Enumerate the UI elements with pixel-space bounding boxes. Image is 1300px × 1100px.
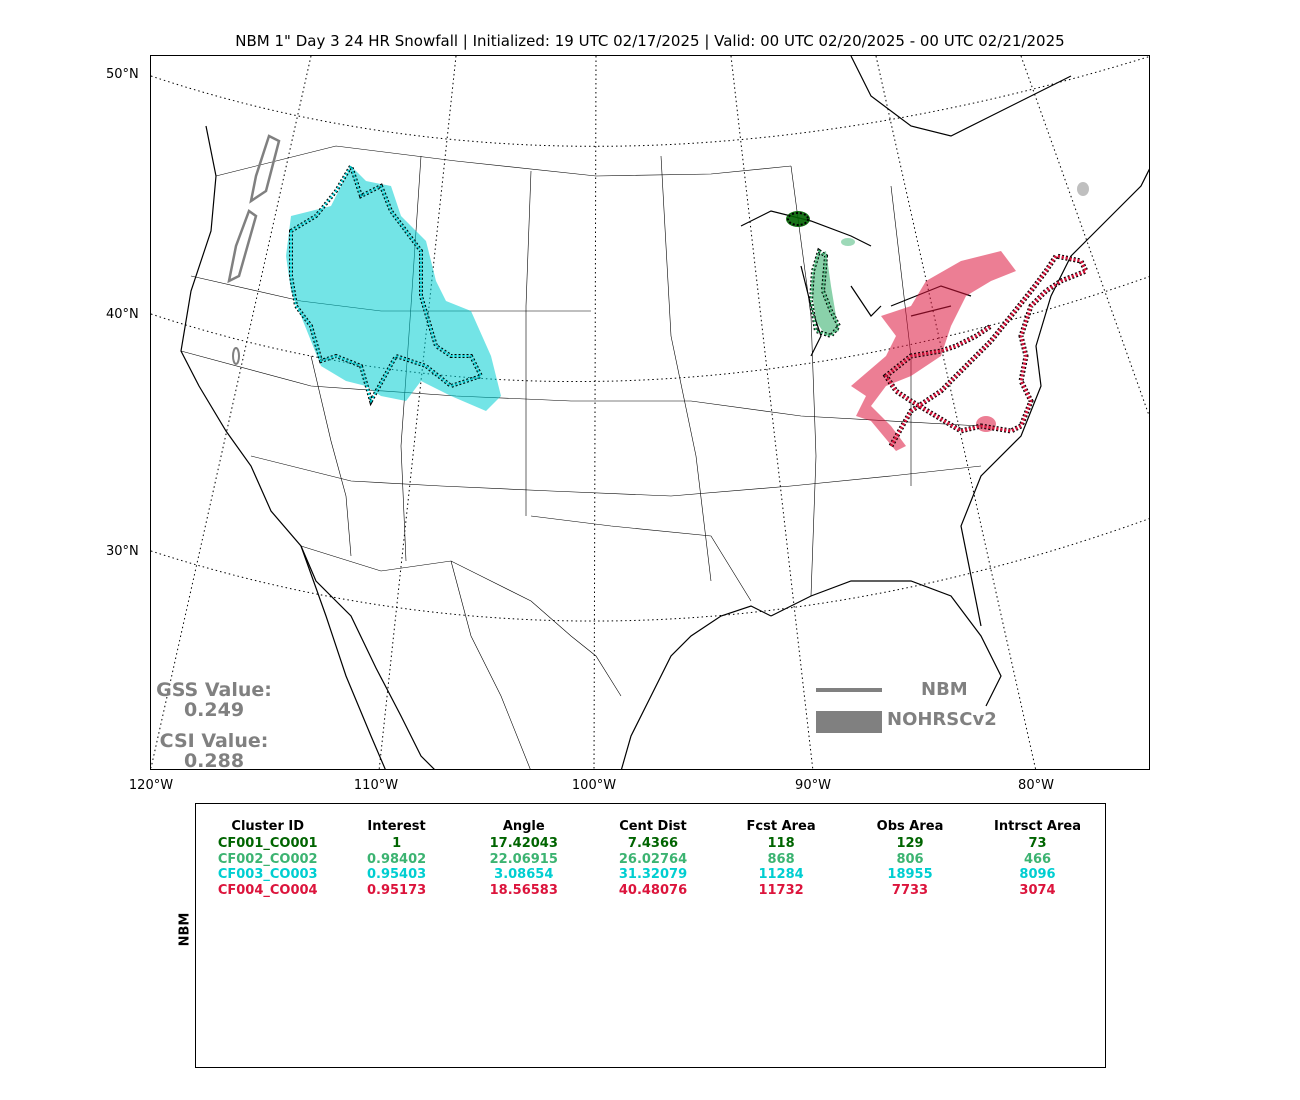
lon-line-110 [378, 56, 457, 769]
lat-line-40 [151, 276, 1149, 383]
cluster-cf001-forecast [787, 212, 809, 226]
cluster-cf003-group [286, 161, 501, 411]
gray-observed-blob [1077, 182, 1089, 196]
table-row: CF003_CO003 0.95403 3.08654 31.32079 11284 18… [196, 867, 1105, 883]
cluster-stats-table: Cluster ID Interest Angle Cent Dist Fcst… [196, 816, 1105, 898]
lat-label-40: 40°N [106, 307, 139, 322]
west-coast [180, 125, 435, 769]
cell-interest: 0.95403 [366, 867, 427, 883]
cell-intrsct-area: 73 [1028, 836, 1047, 852]
csi-label: CSI Value: [159, 730, 269, 752]
table-row: CF002_CO002 0.98402 22.06915 26.02764 868 806… [196, 852, 1105, 868]
mexico-borders [300, 545, 622, 769]
cluster-cf001-group [786, 211, 810, 227]
table-header-row: Cluster ID Interest Angle Cent Dist Fcst… [196, 816, 1105, 836]
gulf-coast [620, 605, 772, 769]
header-interest: Interest [367, 818, 426, 834]
cell-obs-area: 129 [896, 836, 924, 852]
lon-line-100 [593, 56, 597, 769]
cell-interest: 0.95173 [366, 882, 427, 898]
cell-fcst-area: 11732 [758, 882, 804, 898]
cell-cent-dist: 40.48076 [618, 882, 688, 898]
lat-line-30 [151, 518, 1149, 622]
cell-obs-area: 7733 [891, 882, 929, 898]
cell-obs-area: 806 [896, 851, 924, 867]
hudson-bay-edge [850, 56, 1072, 137]
header-angle: Angle [502, 818, 545, 834]
cell-angle: 17.42043 [489, 836, 558, 852]
cell-fcst-area: 11284 [758, 867, 804, 883]
snowfall-map [151, 56, 1149, 769]
cell-cent-dist: 26.02764 [618, 851, 688, 867]
table-side-label: NBM [177, 912, 193, 947]
gss-value: 0.249 [183, 699, 245, 721]
cluster-cf003-observed [286, 166, 501, 411]
legend-forecast-label: NBM [921, 679, 968, 700]
cell-cluster-id: CF002_CO002 [217, 851, 318, 867]
cell-cent-dist: 31.32079 [618, 867, 688, 883]
cell-angle: 3.08654 [494, 867, 554, 883]
csi-value: 0.288 [183, 750, 245, 772]
lon-line-80 [875, 56, 1037, 769]
cell-intrsct-area: 466 [1023, 851, 1052, 867]
lat-line-50 [151, 56, 1149, 147]
lon-label-110: 110°W [353, 778, 399, 793]
lon-line-70 [1020, 56, 1149, 417]
east-coast [960, 168, 1149, 627]
cell-interest: 0.98402 [366, 851, 427, 867]
gray-forecast-outline-1 [249, 134, 281, 204]
cell-interest: 1 [392, 836, 402, 852]
cluster-cf002-group [808, 238, 855, 339]
map-title: NBM 1" Day 3 24 HR Snowfall | Initialize… [235, 32, 1065, 50]
lon-line-90 [730, 56, 814, 769]
table-row: CF004_CO004 0.95173 18.56583 40.48076 11732 7… [196, 883, 1105, 899]
lon-label-80: 80°W [1018, 778, 1054, 793]
lon-line-120 [151, 56, 312, 769]
gray-forecast-outline-2 [227, 209, 258, 284]
cell-fcst-area: 868 [767, 851, 795, 867]
cluster-cf004-group [851, 251, 1090, 451]
cell-cluster-id: CF004_CO004 [217, 882, 318, 898]
table-row: CF001_CO001 1 17.42043 7.4366 118 129 73 [196, 836, 1105, 852]
cluster-stats-panel: NBM Cluster ID Interest Angle Cent Dist … [177, 803, 1106, 1068]
cluster-cf004-observed [851, 251, 1016, 451]
legend-observed-label: NOHRSCv2 [887, 709, 997, 730]
gray-forecast-outline-3 [232, 347, 240, 365]
cell-obs-area: 18955 [887, 867, 933, 883]
cell-angle: 22.06915 [489, 851, 558, 867]
lat-label-50: 50°N [106, 67, 139, 82]
lon-label-120: 120°W [128, 778, 174, 793]
baja [300, 545, 386, 769]
cell-cluster-id: CF003_CO003 [217, 867, 318, 883]
cell-intrsct-area: 3074 [1019, 882, 1056, 898]
coastlines [180, 56, 1149, 769]
cell-fcst-area: 118 [767, 836, 795, 852]
legend-observed-swatch [816, 711, 882, 733]
header-cluster-id: Cluster ID [231, 818, 305, 834]
header-intrsct-area: Intrsct Area [994, 818, 1081, 834]
lat-label-30: 30°N [106, 544, 139, 559]
map-panel [150, 55, 1150, 770]
graticule [151, 56, 1149, 769]
gulf-coast-east [770, 580, 1002, 707]
cell-angle: 18.56583 [489, 882, 558, 898]
gss-label: GSS Value: [156, 679, 272, 701]
header-obs-area: Obs Area [876, 818, 944, 834]
cell-cluster-id: CF001_CO001 [217, 836, 318, 852]
cell-cent-dist: 7.4366 [627, 836, 679, 852]
header-fcst-area: Fcst Area [746, 818, 816, 834]
lon-label-90: 90°W [795, 778, 831, 793]
cell-intrsct-area: 8096 [1019, 867, 1056, 883]
header-cent-dist: Cent Dist [619, 818, 687, 834]
lon-label-100: 100°W [571, 778, 617, 793]
